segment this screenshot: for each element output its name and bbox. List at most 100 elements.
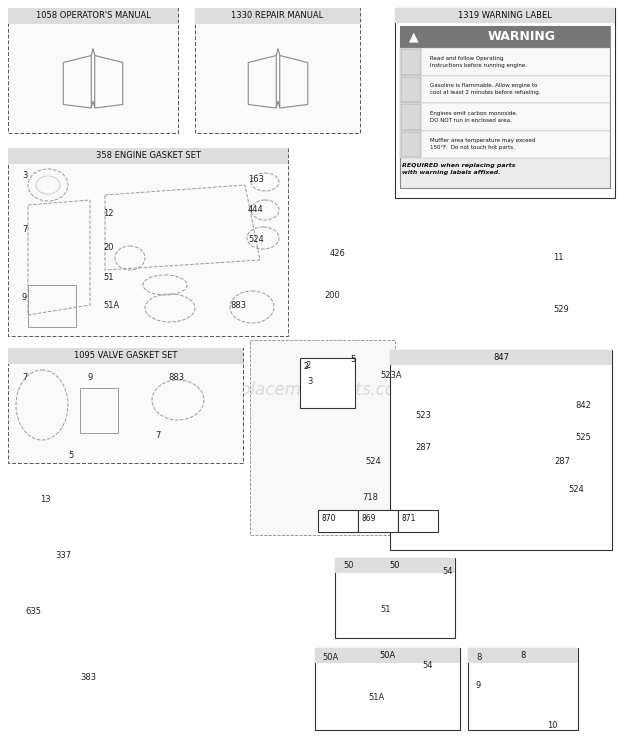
Text: REQUIRED when replacing parts
with warning labels affixed.: REQUIRED when replacing parts with warni… [402, 163, 515, 175]
Bar [8, 8, 178, 133]
Bar [315, 648, 460, 730]
Text: Engines emit carbon monoxide.
DO NOT run in enclosed area.: Engines emit carbon monoxide. DO NOT run… [430, 111, 518, 123]
Text: 883: 883 [168, 373, 184, 382]
Bar [390, 350, 612, 550]
Bar [398, 510, 438, 532]
Text: 9: 9 [22, 293, 27, 303]
Text: 5: 5 [68, 451, 73, 460]
Text: ▲: ▲ [409, 31, 419, 43]
Bar [358, 510, 398, 532]
Text: 524: 524 [568, 486, 584, 495]
Text: 525: 525 [575, 434, 591, 443]
Text: 635: 635 [25, 608, 41, 617]
Bar [318, 510, 358, 532]
Bar [195, 8, 360, 24]
Text: 7: 7 [22, 225, 27, 234]
Text: 50: 50 [390, 561, 401, 570]
Text: 1058 OPERATOR'S MANUAL: 1058 OPERATOR'S MANUAL [35, 11, 151, 21]
Text: 871: 871 [402, 514, 417, 523]
Text: 12: 12 [103, 208, 113, 217]
Text: 54: 54 [442, 568, 453, 577]
Text: 444: 444 [248, 205, 264, 214]
Text: 883: 883 [230, 301, 246, 310]
Text: 523: 523 [415, 411, 431, 420]
Text: 163: 163 [248, 176, 264, 185]
Text: 1319 WARNING LABEL: 1319 WARNING LABEL [458, 11, 552, 20]
Bar [401, 104, 421, 129]
Text: 50: 50 [343, 560, 353, 569]
Text: 426: 426 [330, 248, 346, 257]
Text: 13: 13 [40, 496, 51, 504]
Bar [8, 348, 243, 463]
Text: 54: 54 [422, 661, 433, 670]
Text: 11: 11 [553, 254, 564, 263]
Bar [80, 388, 118, 433]
Text: 200: 200 [324, 290, 340, 300]
Text: eReplacementParts.com: eReplacementParts.com [208, 381, 412, 399]
Text: 358 ENGINE GASKET SET: 358 ENGINE GASKET SET [95, 152, 200, 161]
Bar [335, 558, 455, 573]
Text: 287: 287 [554, 458, 570, 466]
Text: 8: 8 [520, 651, 526, 660]
Text: 523A: 523A [380, 371, 402, 379]
Text: 9: 9 [88, 373, 93, 382]
Text: 870: 870 [322, 514, 337, 523]
Text: 20: 20 [103, 243, 113, 252]
Text: 9: 9 [476, 682, 481, 690]
Text: 8: 8 [476, 653, 481, 662]
Bar [395, 8, 615, 23]
Bar [468, 648, 578, 730]
Bar [400, 130, 610, 158]
Bar [468, 648, 578, 663]
Bar [300, 358, 355, 408]
Text: 1330 REPAIR MANUAL: 1330 REPAIR MANUAL [231, 11, 324, 21]
Text: 10: 10 [547, 722, 557, 731]
Bar [8, 8, 178, 24]
Bar [401, 49, 421, 74]
Text: 3: 3 [22, 170, 27, 179]
Bar [395, 8, 615, 198]
Bar [315, 648, 460, 663]
Text: 337: 337 [55, 551, 71, 559]
Text: 1095 VALVE GASKET SET: 1095 VALVE GASKET SET [74, 351, 177, 361]
Bar [8, 148, 288, 164]
Text: 51A: 51A [368, 693, 384, 702]
Text: 287: 287 [415, 443, 431, 452]
Bar [400, 26, 610, 188]
Text: 3: 3 [307, 377, 312, 386]
Text: Read and follow Operating
Instructions before running engine.: Read and follow Operating Instructions b… [430, 56, 527, 68]
Text: 7: 7 [155, 431, 161, 440]
Text: 524: 524 [365, 458, 381, 466]
Text: 847: 847 [493, 353, 509, 362]
Text: 5: 5 [350, 356, 355, 365]
Text: Muffler area temperature may exceed
150°F.  Do not touch hot parts.: Muffler area temperature may exceed 150°… [430, 138, 536, 150]
Text: 869: 869 [362, 514, 376, 523]
Bar [28, 285, 76, 327]
Text: 383: 383 [80, 673, 96, 682]
Text: 529: 529 [553, 306, 569, 315]
Bar [390, 350, 612, 365]
Bar [8, 348, 243, 364]
Text: 7: 7 [22, 373, 27, 382]
Text: 718: 718 [362, 493, 378, 501]
Bar [401, 77, 421, 102]
Bar [401, 132, 421, 157]
Bar [400, 103, 610, 130]
Text: 2: 2 [305, 361, 310, 370]
Bar [335, 558, 455, 638]
Bar [195, 8, 360, 133]
Text: 50A: 50A [322, 653, 339, 662]
Bar [8, 148, 288, 336]
Bar [250, 340, 395, 535]
Text: 50A: 50A [379, 651, 396, 660]
Bar [400, 75, 610, 103]
Text: 51: 51 [380, 606, 391, 615]
Text: 842: 842 [575, 400, 591, 409]
Bar [400, 26, 610, 48]
Text: 51: 51 [103, 274, 113, 283]
Text: 2: 2 [304, 362, 309, 371]
Text: 524: 524 [248, 236, 264, 245]
Text: Gasoline is flammable. Allow engine to
cool at least 2 minutes before refueling.: Gasoline is flammable. Allow engine to c… [430, 83, 541, 95]
Bar [400, 48, 610, 75]
Text: 51A: 51A [103, 301, 119, 310]
